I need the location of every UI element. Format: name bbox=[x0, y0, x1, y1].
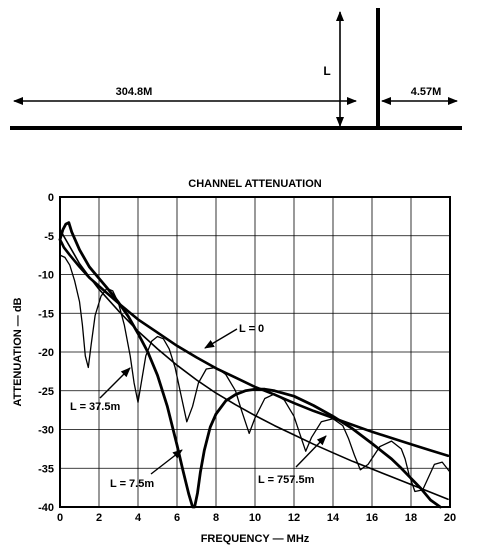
annotation-label-l757-5: L = 757.5m bbox=[258, 474, 315, 486]
x-tick-label: 16 bbox=[366, 512, 378, 524]
annotation-arrow-l757-5 bbox=[295, 435, 327, 468]
y-tick-label: -15 bbox=[38, 308, 54, 320]
branch-length-label: L bbox=[323, 64, 330, 78]
x-tick-label: 14 bbox=[327, 512, 340, 524]
annotation-arrow-l0 bbox=[204, 328, 238, 349]
x-tick-label: 10 bbox=[249, 512, 261, 524]
series-line-l-37-5m bbox=[59, 254, 451, 493]
series-line-l-7-5m bbox=[58, 221, 442, 509]
x-tick-label: 18 bbox=[405, 512, 417, 524]
y-tick-label: -30 bbox=[38, 425, 54, 437]
annotation-arrow-l37-5 bbox=[99, 367, 131, 399]
y-tick-label: -40 bbox=[38, 502, 54, 514]
x-tick-label: 0 bbox=[57, 512, 63, 524]
annotation-label-l7-5: L = 7.5m bbox=[110, 478, 154, 490]
x-tick-label: 2 bbox=[96, 512, 102, 524]
x-tick-label: 12 bbox=[288, 512, 300, 524]
y-tick-label: -10 bbox=[38, 270, 54, 282]
plot-lines bbox=[58, 221, 451, 509]
y-tick-label: -5 bbox=[44, 231, 54, 243]
y-tick-label: -20 bbox=[38, 347, 54, 359]
y-axis-label: ATTENUATION — dB bbox=[12, 297, 24, 406]
y-tick-label: -25 bbox=[38, 386, 54, 398]
main-length-label: 304.8M bbox=[116, 86, 153, 98]
annotation-label-l37-5: L = 37.5m bbox=[70, 401, 120, 413]
stub-length-label: 4.57M bbox=[411, 86, 442, 98]
plot-frame bbox=[59, 196, 451, 508]
x-tick-label: 20 bbox=[444, 512, 456, 524]
chart-title: CHANNEL ATTENUATION bbox=[188, 178, 321, 190]
series-line-l-0 bbox=[58, 238, 450, 458]
x-tick-label: 8 bbox=[213, 512, 219, 524]
annotations: L = 0 L = 37.5m L = 7.5m L = 757.5m bbox=[70, 323, 327, 490]
x-tick-labels: 0 2 4 6 8 10 12 14 16 18 20 bbox=[57, 512, 456, 524]
y-tick-label: -35 bbox=[38, 463, 54, 475]
x-tick-label: 6 bbox=[174, 512, 180, 524]
series-line-l-757-5m bbox=[59, 228, 449, 501]
x-axis-label: FREQUENCY — MHz bbox=[201, 533, 310, 545]
x-tick-label: 4 bbox=[135, 512, 142, 524]
annotation-arrow-l7-5 bbox=[150, 449, 183, 475]
y-tick-label: 0 bbox=[48, 192, 54, 204]
annotation-label-l0: L = 0 bbox=[239, 323, 264, 335]
cable-diagram: 304.8M L 4.57M bbox=[10, 8, 462, 130]
y-tick-labels: 0 -5 -10 -15 -20 -25 -30 -35 -40 bbox=[38, 192, 54, 514]
